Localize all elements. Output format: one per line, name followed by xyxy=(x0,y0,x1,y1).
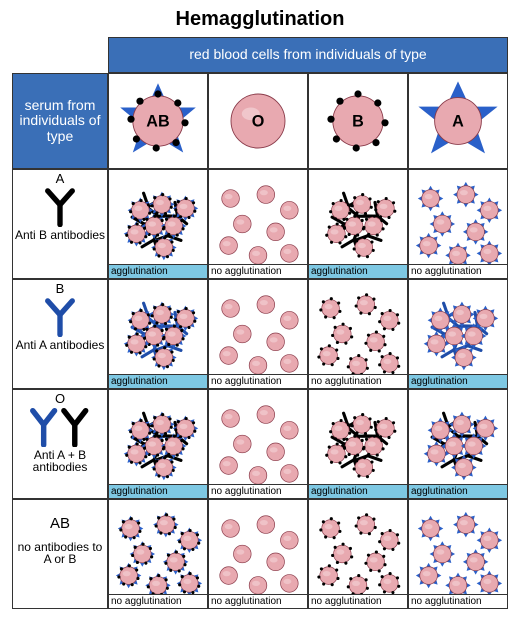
result-label: agglutination xyxy=(109,264,207,278)
result-label: agglutination xyxy=(109,484,207,498)
result-cell: agglutination xyxy=(108,279,208,389)
col-header-b: B xyxy=(308,73,408,169)
agglutination-icon xyxy=(309,170,407,278)
serum-a-desc: Anti B antibodies xyxy=(15,229,105,242)
result-label: no agglutination xyxy=(309,594,407,608)
svg-text:AB: AB xyxy=(146,112,169,130)
result-label: agglutination xyxy=(309,484,407,498)
result-label: agglutination xyxy=(309,264,407,278)
result-label: no agglutination xyxy=(209,594,307,608)
result-label: no agglutination xyxy=(409,594,507,608)
result-label: no agglutination xyxy=(309,374,407,388)
serum-a-name: A xyxy=(56,172,65,186)
row-label-serum-b: B Anti A antibodies xyxy=(12,279,108,389)
no-agglutination-icon xyxy=(309,280,407,388)
agglutination-icon xyxy=(109,390,207,498)
result-label: agglutination xyxy=(109,374,207,388)
result-label: no agglutination xyxy=(409,264,507,278)
result-cell: agglutination xyxy=(408,389,508,499)
agglutination-icon xyxy=(109,280,207,388)
result-cell: agglutination xyxy=(108,169,208,279)
anti-b-antibody-icon xyxy=(37,187,83,227)
rbc-a-icon: A xyxy=(413,76,503,166)
row-label-serum-a: A Anti B antibodies xyxy=(12,169,108,279)
result-cell: no agglutination xyxy=(308,499,408,609)
anti-a-antibody-icon xyxy=(37,297,83,337)
result-label: no agglutination xyxy=(209,374,307,388)
page-title: Hemagglutination xyxy=(0,0,520,37)
rbc-b-icon: B xyxy=(313,76,403,166)
col-header-a: A xyxy=(408,73,508,169)
result-cell: no agglutination xyxy=(208,499,308,609)
corner-spacer xyxy=(12,37,108,73)
serum-ab-name: AB xyxy=(50,516,70,532)
no-agglutination-icon xyxy=(209,170,307,278)
svg-text:B: B xyxy=(352,112,364,130)
result-cell: no agglutination xyxy=(308,279,408,389)
agglutination-icon xyxy=(109,170,207,278)
no-agglutination-icon xyxy=(209,500,307,608)
agglutination-icon xyxy=(409,390,507,498)
result-cell: agglutination xyxy=(108,389,208,499)
agglutination-icon xyxy=(309,390,407,498)
result-cell: no agglutination xyxy=(408,169,508,279)
no-agglutination-icon xyxy=(209,280,307,388)
no-agglutination-icon xyxy=(209,390,307,498)
result-label: no agglutination xyxy=(209,484,307,498)
row-label-serum-o: O Anti A + B antibodies xyxy=(12,389,108,499)
no-agglutination-icon xyxy=(409,500,507,608)
result-label: no agglutination xyxy=(109,594,207,608)
serum-o-desc: Anti A + B antibodies xyxy=(14,449,106,474)
no-agglutination-icon xyxy=(109,500,207,608)
result-cell: agglutination xyxy=(308,389,408,499)
rbc-ab-icon: AB xyxy=(113,76,203,166)
row-group-header: serum from individuals of type xyxy=(12,73,108,169)
svg-text:O: O xyxy=(252,112,265,130)
hemagglutination-table: red blood cells from individuals of type… xyxy=(12,37,508,609)
no-agglutination-icon xyxy=(309,500,407,608)
column-group-header: red blood cells from individuals of type xyxy=(108,37,508,73)
result-label: no agglutination xyxy=(209,264,307,278)
result-label: agglutination xyxy=(409,374,507,388)
serum-b-name: B xyxy=(56,282,65,296)
col-header-o: O xyxy=(208,73,308,169)
result-cell: no agglutination xyxy=(208,169,308,279)
rbc-o-icon: O xyxy=(213,76,303,166)
result-label: agglutination xyxy=(409,484,507,498)
result-cell: no agglutination xyxy=(208,279,308,389)
no-agglutination-icon xyxy=(409,170,507,278)
serum-ab-desc: no antibodies to A or B xyxy=(14,541,106,566)
serum-b-desc: Anti A antibodies xyxy=(16,339,105,352)
result-cell: agglutination xyxy=(308,169,408,279)
row-label-serum-ab: AB no antibodies to A or B xyxy=(12,499,108,609)
anti-a-b-antibody-icon xyxy=(25,407,95,447)
serum-o-name: O xyxy=(55,392,65,406)
col-header-ab: AB xyxy=(108,73,208,169)
result-cell: no agglutination xyxy=(408,499,508,609)
result-cell: agglutination xyxy=(408,279,508,389)
agglutination-icon xyxy=(409,280,507,388)
result-cell: no agglutination xyxy=(108,499,208,609)
result-cell: no agglutination xyxy=(208,389,308,499)
svg-text:A: A xyxy=(452,112,464,130)
